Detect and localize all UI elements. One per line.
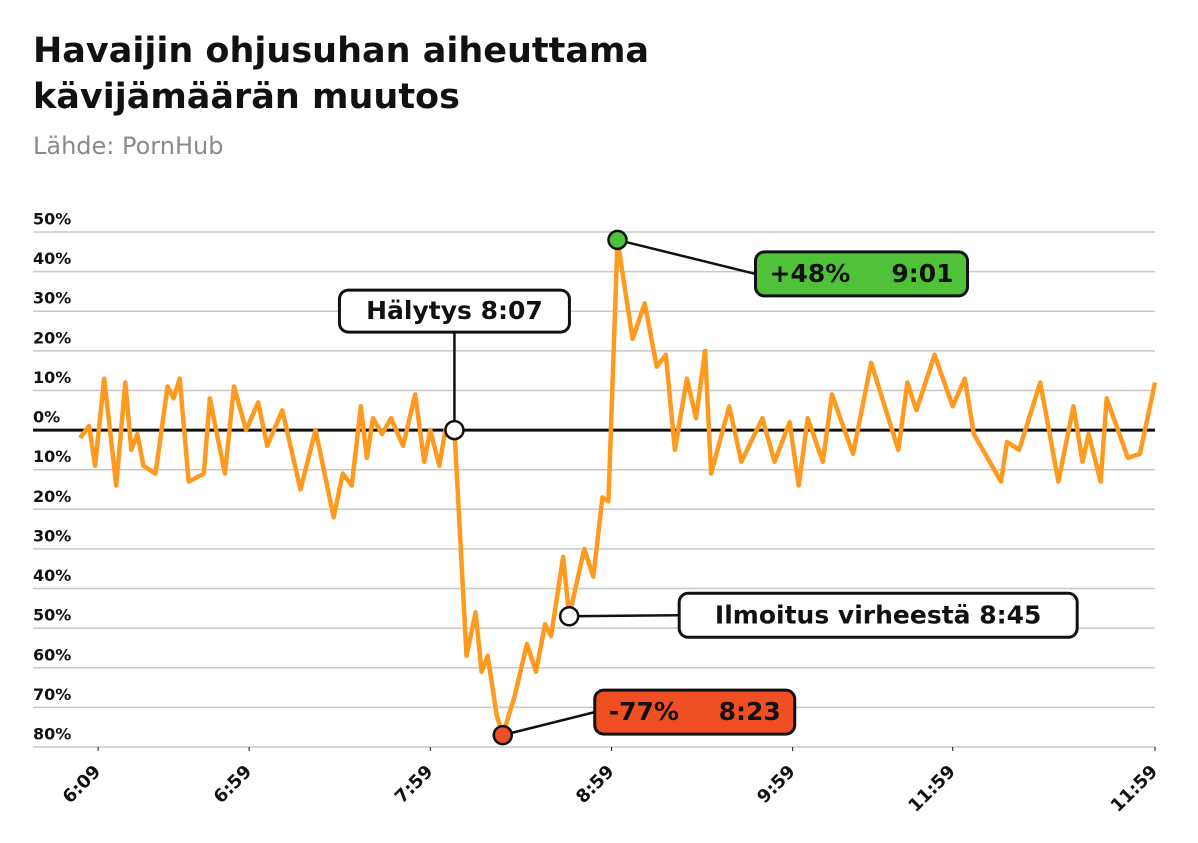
y-tick-label: 40% bbox=[33, 566, 71, 585]
line bbox=[78, 237, 1158, 738]
annotation-label: 9:01 bbox=[891, 259, 953, 288]
y-tick-label: 10% bbox=[33, 368, 71, 387]
y-tick-label: 70% bbox=[33, 685, 71, 704]
y-tick-label: 60% bbox=[33, 645, 71, 664]
annotation-label: Hälytys 8:07 bbox=[366, 296, 543, 325]
y-tick-label: 50% bbox=[33, 606, 71, 625]
y-tick-label: 30% bbox=[33, 289, 71, 308]
annotation-dot bbox=[558, 606, 580, 627]
annotation-box bbox=[754, 250, 969, 298]
y-tick-label: 30% bbox=[33, 526, 71, 545]
x-tick-label: 6:09 bbox=[59, 761, 106, 808]
annotation-dot bbox=[492, 724, 514, 746]
annotation-label: 8:23 bbox=[719, 697, 781, 726]
x-tick-label: 8:59 bbox=[572, 761, 619, 808]
annotation-box bbox=[677, 591, 1079, 639]
annotation-value: +48% bbox=[770, 259, 851, 288]
connector bbox=[502, 710, 596, 737]
x-tick-label: 6:59 bbox=[210, 761, 257, 808]
y-tick-label: 10% bbox=[33, 447, 71, 466]
x-tick-label: 11:59 bbox=[904, 761, 959, 816]
chart-subtitle: Lähde: PornHub bbox=[33, 132, 224, 160]
annotation-box bbox=[337, 288, 571, 334]
y-tick-label: 40% bbox=[33, 249, 71, 268]
y-tick-label: 20% bbox=[33, 487, 71, 506]
annotation-dot bbox=[607, 229, 628, 251]
chart-title: Havaijin ohjusuhan aiheuttama kävijämäär… bbox=[33, 31, 650, 117]
y-tick-label: 20% bbox=[33, 328, 71, 347]
annotation-label: Ilmoitus virheestä 8:45 bbox=[715, 600, 1042, 629]
x-tick-label: 7:59 bbox=[391, 761, 438, 808]
y-tick-label: 80% bbox=[33, 725, 71, 744]
y-tick-label: 50% bbox=[33, 210, 71, 229]
x-tick-label: 9:59 bbox=[753, 761, 800, 808]
connector bbox=[617, 238, 756, 276]
y-tick-label: 0% bbox=[33, 408, 60, 427]
connector bbox=[569, 614, 680, 618]
annotation-box bbox=[593, 688, 797, 736]
annotation-value: -77% bbox=[609, 697, 679, 726]
annotation-dot bbox=[444, 419, 465, 441]
x-tick-label: 11:59 bbox=[1107, 761, 1162, 816]
